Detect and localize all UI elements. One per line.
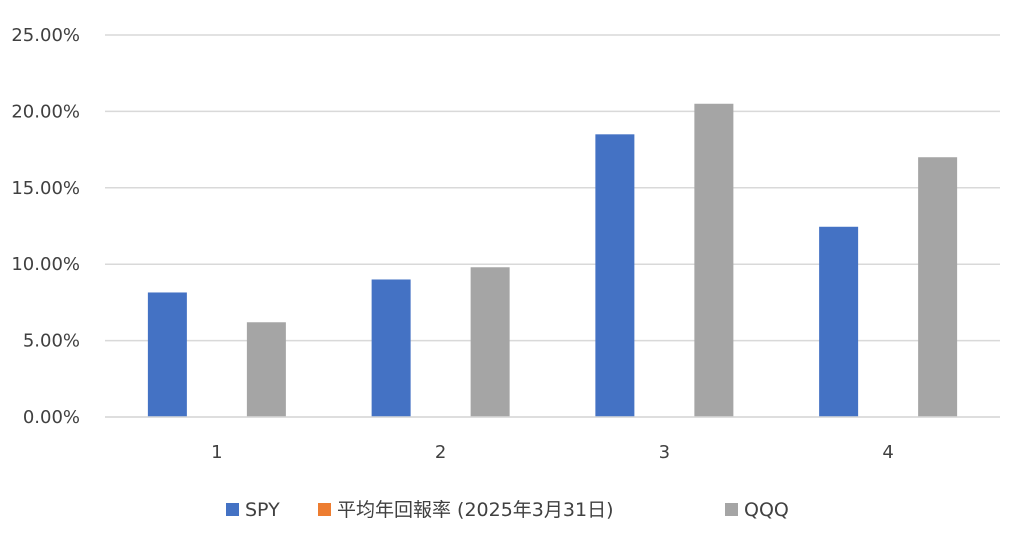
- x-tick-label: 2: [435, 442, 446, 463]
- x-tick-label: 4: [882, 442, 893, 463]
- y-tick-label: 10.00%: [11, 254, 80, 275]
- legend-label: QQQ: [744, 499, 789, 521]
- legend-swatch: [318, 503, 331, 516]
- bar-spy-3: [595, 134, 635, 417]
- legend: SPY 平均年回報率 (2025年3月31日) QQQ: [226, 499, 789, 521]
- legend-label: 平均年回報率 (2025年3月31日): [337, 499, 613, 521]
- y-tick-label: 0.00%: [23, 407, 80, 428]
- y-tick-label: 20.00%: [11, 101, 80, 122]
- bar-spy-1: [147, 292, 187, 417]
- y-tick-label: 15.00%: [11, 178, 80, 199]
- bar-qqq-3: [694, 103, 734, 417]
- y-axis: 0.00% 5.00% 10.00% 15.00% 20.00% 25.00%: [11, 25, 80, 428]
- legend-swatch: [725, 503, 738, 516]
- bar-qqq-4: [918, 157, 958, 418]
- bar-spy-2: [371, 279, 411, 417]
- bar-qqq-1: [246, 322, 286, 417]
- gridlines: [105, 34, 1000, 418]
- legend-label: SPY: [245, 499, 280, 521]
- bar-spy-4: [819, 226, 859, 417]
- x-tick-label: 3: [659, 442, 670, 463]
- legend-swatch: [226, 503, 239, 516]
- x-axis: 1 2 3 4: [105, 416, 1000, 463]
- y-tick-label: 5.00%: [23, 331, 80, 352]
- bar-qqq-2: [470, 267, 510, 417]
- bars: [147, 103, 958, 418]
- y-tick-label: 25.00%: [11, 25, 80, 46]
- x-tick-label: 1: [211, 442, 222, 463]
